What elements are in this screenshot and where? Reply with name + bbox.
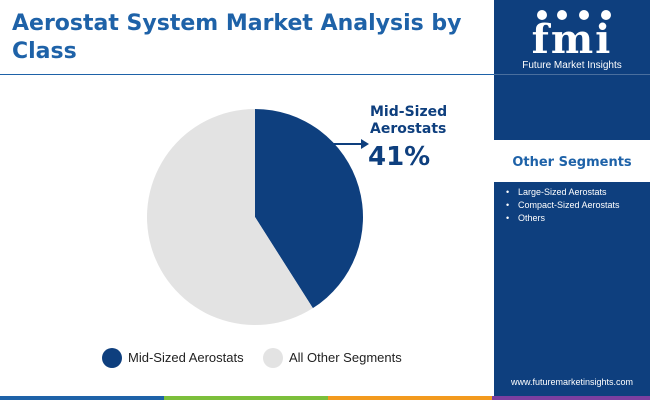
fmi-logo: fmi Future Market Insights bbox=[494, 4, 650, 74]
other-segments-list: Large-Sized Aerostats Compact-Sized Aero… bbox=[506, 186, 646, 225]
list-item: Compact-Sized Aerostats bbox=[506, 199, 646, 212]
logo-icons bbox=[537, 10, 611, 20]
website-link[interactable]: www.futuremarketinsights.com bbox=[510, 377, 634, 387]
callout-label: Mid-Sized Aerostats bbox=[370, 104, 448, 137]
list-item: Large-Sized Aerostats bbox=[506, 186, 646, 199]
bottom-bar-blue bbox=[0, 396, 164, 400]
page-title: Aerostat System Market Analysis by Class bbox=[12, 11, 462, 64]
legend-swatch-mid-sized bbox=[102, 348, 122, 368]
side-panel: fmi Future Market Insights Other Segment… bbox=[494, 0, 650, 400]
pie-chart bbox=[146, 109, 363, 325]
pie-slice-all-other-segments bbox=[146, 109, 313, 325]
logo-text: Future Market Insights bbox=[522, 60, 622, 71]
panel-divider bbox=[494, 74, 650, 75]
legend-swatch-other bbox=[263, 348, 283, 368]
other-segments-title: Other Segments bbox=[512, 155, 632, 170]
pie-slice-mid-sized-aerostats bbox=[255, 109, 363, 309]
legend-label-other: All Other Segments bbox=[289, 350, 402, 365]
bottom-bar-purple bbox=[492, 396, 650, 400]
callout-value: 41% bbox=[368, 142, 431, 172]
other-segments-header bbox=[494, 140, 650, 182]
bottom-bar-orange bbox=[328, 396, 492, 400]
legend-label-mid-sized: Mid-Sized Aerostats bbox=[128, 350, 244, 365]
header-divider bbox=[0, 74, 494, 75]
callout-arrow bbox=[327, 139, 369, 149]
list-item: Others bbox=[506, 212, 646, 225]
logo-letters: fmi bbox=[531, 16, 613, 63]
bottom-bar-green bbox=[164, 396, 328, 400]
chart-legend: Mid-Sized Aerostats All Other Segments bbox=[0, 346, 494, 370]
